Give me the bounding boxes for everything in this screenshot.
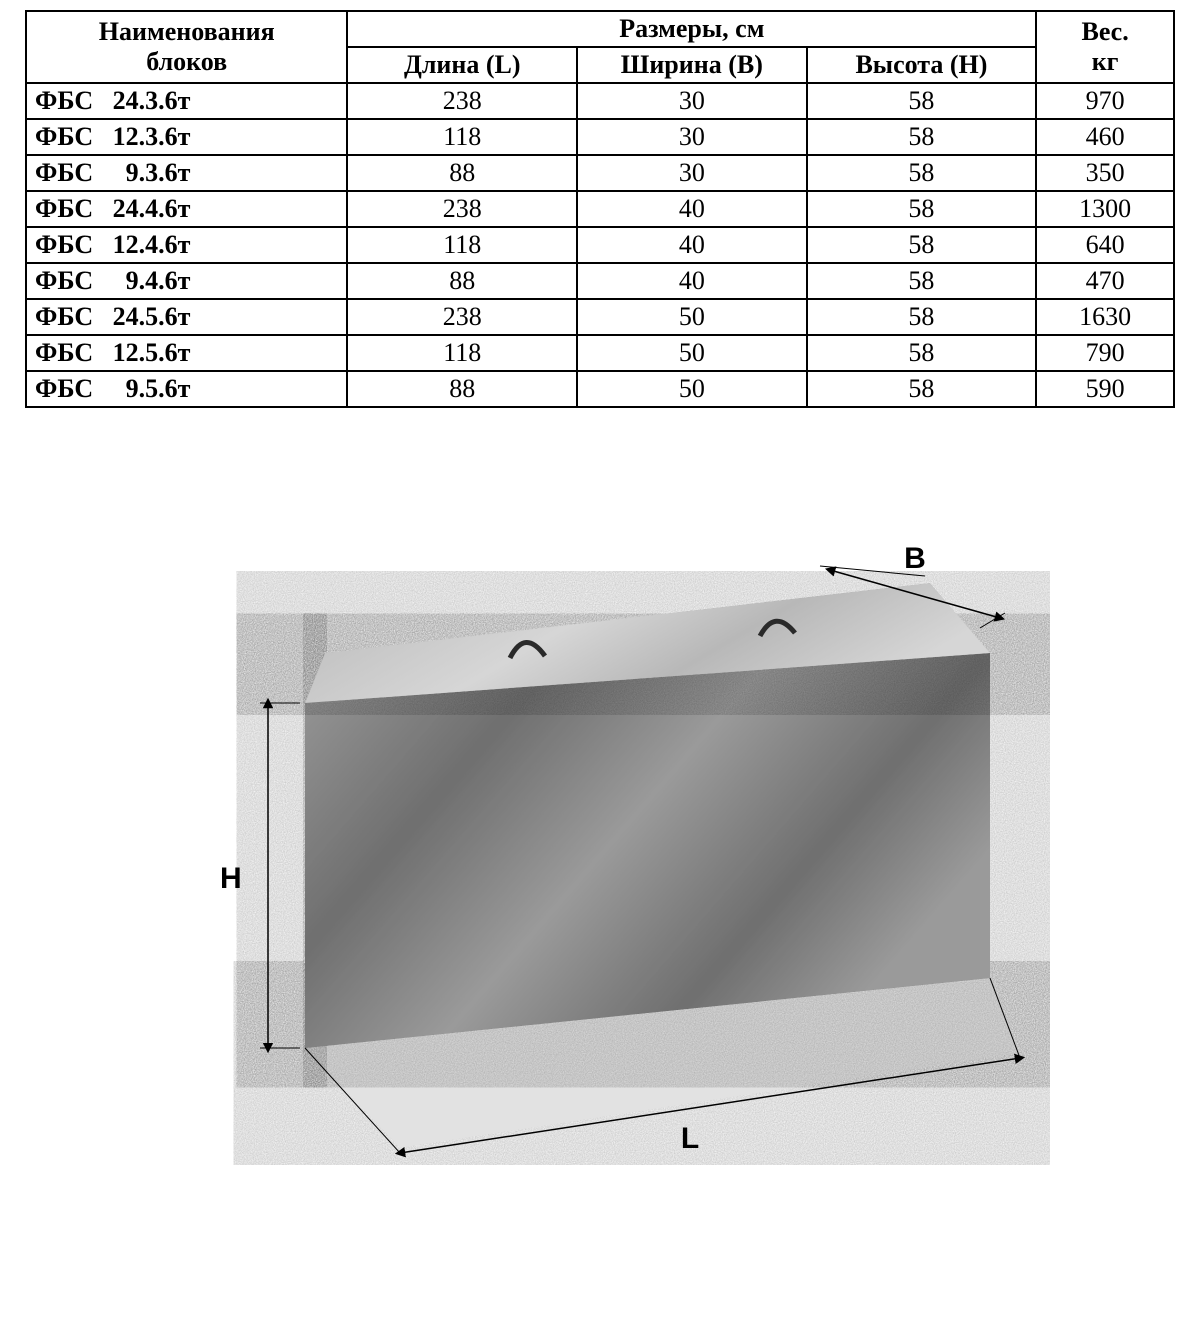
cell-length: 88 (347, 263, 577, 299)
cell-weight: 1300 (1036, 191, 1174, 227)
dim-label-h: H (220, 862, 242, 895)
col-header-length: Длина (L) (347, 47, 577, 83)
cell-weight: 470 (1036, 263, 1174, 299)
cell-height: 58 (807, 263, 1037, 299)
cell-name: ФБС 12.5.6т (26, 335, 347, 371)
block-diagram: H L B (150, 528, 1050, 1178)
cell-weight: 790 (1036, 335, 1174, 371)
cell-length: 238 (347, 191, 577, 227)
cell-width: 30 (577, 119, 807, 155)
cell-length: 88 (347, 155, 577, 191)
blocks-spec-table: Наименования блоков Размеры, см Вес. кг … (25, 10, 1175, 408)
col-header-height: Высота (H) (807, 47, 1037, 83)
cell-width: 50 (577, 335, 807, 371)
cell-weight: 590 (1036, 371, 1174, 407)
col-header-name-l1: Наименования (99, 17, 275, 46)
cell-name: ФБС 24.5.6т (26, 299, 347, 335)
table-row: ФБС 12.5.6т1185058790 (26, 335, 1174, 371)
table-row: ФБС 24.3.6т2383058970 (26, 83, 1174, 119)
cell-weight: 640 (1036, 227, 1174, 263)
col-header-weight-l1: Вес. (1081, 17, 1128, 46)
col-header-weight: Вес. кг (1036, 11, 1174, 83)
cell-height: 58 (807, 155, 1037, 191)
cell-weight: 350 (1036, 155, 1174, 191)
table-row: ФБС 24.4.6т23840581300 (26, 191, 1174, 227)
cell-length: 238 (347, 83, 577, 119)
cell-width: 30 (577, 155, 807, 191)
dim-label-b: B (904, 542, 926, 575)
table-row: ФБС 12.4.6т1184058640 (26, 227, 1174, 263)
cell-length: 118 (347, 335, 577, 371)
cell-height: 58 (807, 191, 1037, 227)
cell-width: 40 (577, 191, 807, 227)
cell-width: 50 (577, 371, 807, 407)
cell-weight: 1630 (1036, 299, 1174, 335)
cell-name: ФБС 24.3.6т (26, 83, 347, 119)
cell-height: 58 (807, 119, 1037, 155)
table-row: ФБС 12.3.6т1183058460 (26, 119, 1174, 155)
cell-name: ФБС 9.3.6т (26, 155, 347, 191)
cell-name: ФБС 12.3.6т (26, 119, 347, 155)
cell-height: 58 (807, 371, 1037, 407)
cell-width: 40 (577, 263, 807, 299)
col-header-dims: Размеры, см (347, 11, 1036, 47)
cell-name: ФБС 9.4.6т (26, 263, 347, 299)
table-body: ФБС 24.3.6т2383058970ФБС 12.3.6т11830584… (26, 83, 1174, 407)
col-header-name: Наименования блоков (26, 11, 347, 83)
table-row: ФБС 9.5.6т885058590 (26, 371, 1174, 407)
cell-width: 50 (577, 299, 807, 335)
table-row: ФБС 24.5.6т23850581630 (26, 299, 1174, 335)
table-header: Наименования блоков Размеры, см Вес. кг … (26, 11, 1174, 83)
cell-height: 58 (807, 335, 1037, 371)
cell-length: 118 (347, 119, 577, 155)
cell-width: 40 (577, 227, 807, 263)
col-header-width: Ширина (B) (577, 47, 807, 83)
cell-length: 238 (347, 299, 577, 335)
cell-height: 58 (807, 83, 1037, 119)
cell-weight: 460 (1036, 119, 1174, 155)
cell-name: ФБС 24.4.6т (26, 191, 347, 227)
table-row: ФБС 9.4.6т884058470 (26, 263, 1174, 299)
cell-name: ФБС 12.4.6т (26, 227, 347, 263)
cell-length: 118 (347, 227, 577, 263)
cell-height: 58 (807, 299, 1037, 335)
dim-label-l: L (681, 1122, 699, 1155)
cell-height: 58 (807, 227, 1037, 263)
cell-width: 30 (577, 83, 807, 119)
col-header-weight-l2: кг (1092, 47, 1119, 76)
table-row: ФБС 9.3.6т883058350 (26, 155, 1174, 191)
cell-length: 88 (347, 371, 577, 407)
cell-weight: 970 (1036, 83, 1174, 119)
cell-name: ФБС 9.5.6т (26, 371, 347, 407)
col-header-name-l2: блоков (146, 47, 227, 76)
block-diagram-wrap: H L B (25, 528, 1175, 1178)
